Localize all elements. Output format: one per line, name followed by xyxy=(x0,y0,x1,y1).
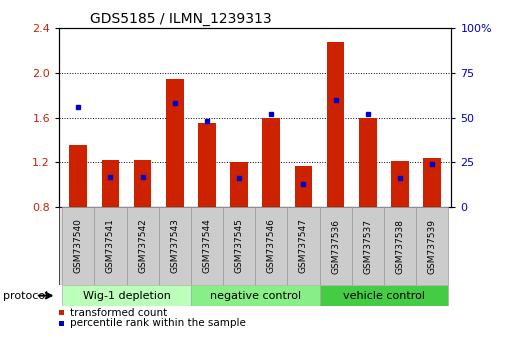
Bar xyxy=(230,162,248,207)
Text: percentile rank within the sample: percentile rank within the sample xyxy=(70,318,246,328)
Text: GSM737543: GSM737543 xyxy=(170,218,180,274)
Bar xyxy=(287,207,320,285)
Bar xyxy=(198,123,216,207)
Bar xyxy=(191,207,223,285)
Bar xyxy=(62,207,94,285)
Bar xyxy=(223,207,255,285)
Text: GSM737539: GSM737539 xyxy=(428,218,437,274)
Bar xyxy=(191,285,320,306)
Bar xyxy=(320,285,448,306)
Bar xyxy=(359,118,377,207)
Text: GSM737541: GSM737541 xyxy=(106,218,115,274)
Bar xyxy=(94,207,127,285)
Text: GSM737547: GSM737547 xyxy=(299,218,308,274)
Bar xyxy=(62,285,191,306)
Text: Wig-1 depletion: Wig-1 depletion xyxy=(83,291,170,301)
Bar xyxy=(69,144,87,207)
Text: GSM737536: GSM737536 xyxy=(331,218,340,274)
Text: GDS5185 / ILMN_1239313: GDS5185 / ILMN_1239313 xyxy=(90,12,272,26)
Bar xyxy=(166,79,184,207)
Text: GSM737545: GSM737545 xyxy=(234,218,244,274)
Bar xyxy=(416,207,448,285)
Bar xyxy=(320,207,352,285)
Bar xyxy=(127,207,159,285)
Bar xyxy=(255,207,287,285)
Bar xyxy=(159,207,191,285)
Bar xyxy=(384,207,416,285)
Bar xyxy=(327,42,345,207)
Text: GSM737546: GSM737546 xyxy=(267,218,276,274)
Text: GSM737538: GSM737538 xyxy=(396,218,404,274)
Text: GSM737542: GSM737542 xyxy=(138,219,147,273)
Bar xyxy=(352,207,384,285)
Text: GSM737544: GSM737544 xyxy=(203,219,211,273)
Bar xyxy=(391,161,409,207)
Text: negative control: negative control xyxy=(210,291,301,301)
Bar xyxy=(294,166,312,207)
Text: vehicle control: vehicle control xyxy=(343,291,425,301)
Bar xyxy=(134,160,151,207)
Text: protocol: protocol xyxy=(3,291,48,301)
Text: GSM737537: GSM737537 xyxy=(363,218,372,274)
Bar xyxy=(423,158,441,207)
Bar xyxy=(102,160,120,207)
Bar xyxy=(263,118,280,207)
Text: transformed count: transformed count xyxy=(70,308,168,318)
Text: GSM737540: GSM737540 xyxy=(74,218,83,274)
